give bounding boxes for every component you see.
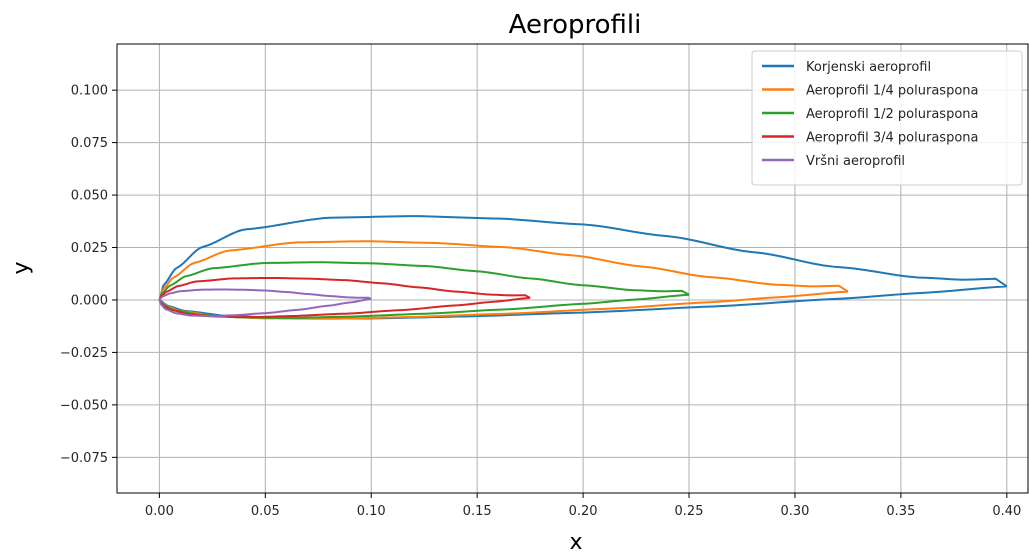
y-tick-label: −0.075 <box>60 451 108 466</box>
chart-title: Aeroprofili <box>509 10 642 40</box>
y-tick-label: 0.075 <box>71 136 108 151</box>
y-tick-label: −0.025 <box>60 346 108 361</box>
x-tick-label: 0.25 <box>675 504 704 519</box>
legend-box <box>751 50 1023 186</box>
x-axis-label: x <box>569 530 582 555</box>
x-tick-label: 0.20 <box>569 504 598 519</box>
legend-entry: Aeroprofil 1/4 poluraspona <box>806 84 978 99</box>
x-tick-label: 0.00 <box>145 504 174 519</box>
y-tick-label: 0.000 <box>71 293 108 308</box>
grid <box>117 44 1028 493</box>
series-line <box>158 240 849 320</box>
y-axis: −0.075 −0.050 −0.025 0.000 0.025 0.050 0.075 0.… <box>60 84 117 466</box>
x-tick-label: 0.35 <box>886 504 915 519</box>
y-tick-label: 0.050 <box>71 189 108 204</box>
x-tick-label: 0.10 <box>357 504 386 519</box>
y-tick-label: 0.100 <box>71 84 108 99</box>
legend-entry: Aeroprofil 3/4 poluraspona <box>806 131 978 146</box>
y-tick-label: −0.050 <box>60 398 108 413</box>
x-tick-label: 0.15 <box>463 504 492 519</box>
x-axis: 0.00 0.05 0.10 0.15 0.20 0.25 0.30 0.35 0.40 <box>145 493 1021 519</box>
y-tick-label: 0.025 <box>71 241 108 256</box>
legend-entry: Korjenski aeroprofil <box>806 60 931 75</box>
x-tick-label: 0.30 <box>780 504 809 519</box>
series-layer <box>158 215 1008 320</box>
y-axis-label: y <box>9 261 34 274</box>
legend-entry: Vršni aeroprofil <box>806 154 905 169</box>
legend: Korjenski aeroprofil Aeroprofil 1/4 polur… <box>751 50 1023 186</box>
series-line <box>158 288 372 318</box>
x-tick-label: 0.40 <box>992 504 1021 519</box>
x-tick-label: 0.05 <box>251 504 280 519</box>
plot-frame <box>116 43 1029 494</box>
legend-entry: Aeroprofil 1/2 poluraspona <box>806 107 978 122</box>
